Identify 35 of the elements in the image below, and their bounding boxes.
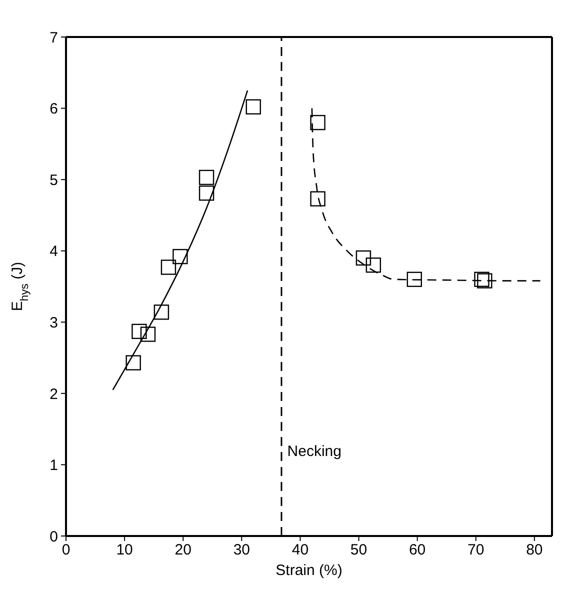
x-tick-label: 80 [526,542,543,559]
point [474,272,490,287]
x-tick-label: 50 [350,542,368,559]
point [154,304,170,320]
x-tick-label: 70 [468,542,484,559]
y-tick-label: 3 [50,314,58,332]
y-tick-label: 2 [50,386,58,403]
point [366,258,382,273]
point [198,170,214,186]
y-tick-label: 7 [50,29,58,46]
point [477,273,492,288]
point [132,324,147,340]
y-tick-label: 5 [50,172,58,189]
y-tick-label: 0 [50,528,58,546]
x-tick-label: 10 [116,542,133,559]
point [246,99,261,114]
ref-line-label: Necking [287,443,342,460]
x-tick-label: 30 [233,542,250,559]
point [172,248,188,264]
point [406,272,422,287]
point [310,114,326,130]
x-tick-label: 20 [174,542,192,559]
y-tick-label: 6 [50,100,58,118]
x-tick-label: 40 [292,542,309,559]
y-tick-label: 1 [50,457,58,474]
x-tick-label: 60 [408,542,426,559]
y-tick-label: 4 [50,243,58,260]
point [356,250,372,266]
x-axis-title: Strain (%) [276,562,342,579]
x-tick-label: 0 [62,542,70,559]
point [198,186,214,201]
point [310,191,326,206]
point [126,355,141,370]
point [140,326,156,342]
point [160,260,176,275]
